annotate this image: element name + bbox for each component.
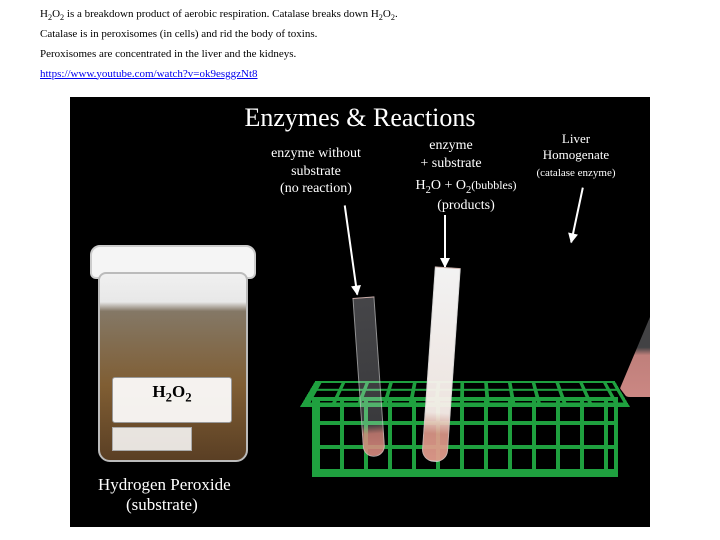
- jar-formula-label: H2O2: [112, 377, 232, 423]
- label-products: H2O + O2(bubbles) (products): [386, 177, 546, 214]
- figure-title: Enzymes & Reactions: [244, 103, 475, 133]
- figure-enzymes-reactions: Enzymes & Reactions enzyme without subst…: [70, 97, 650, 527]
- arrow-icon: [570, 188, 584, 243]
- notes-line-1: H2O2 is a breakdown product of aerobic r…: [40, 6, 680, 24]
- notes-line-3: Peroxisomes are concentrated in the live…: [40, 46, 680, 64]
- youtube-link[interactable]: https://www.youtube.com/watch?v=ok9esggz…: [40, 68, 258, 80]
- flask-body: [620, 287, 650, 397]
- test-tube-rack: [300, 357, 630, 477]
- jar-small-label: [112, 427, 192, 451]
- label-enzyme-without-substrate: enzyme without substrate (no reaction): [246, 145, 386, 198]
- rack-front: [312, 397, 618, 477]
- arrow-icon: [344, 205, 359, 294]
- arrow-icon: [444, 215, 446, 267]
- label-enzyme-plus-substrate: enzyme + substrate: [396, 137, 506, 172]
- notes-line-2: Catalase is in peroxisomes (in cells) an…: [40, 26, 680, 44]
- notes-block: H2O2 is a breakdown product of aerobic r…: [0, 0, 720, 93]
- label-liver-homogenate: Liver Homogenate (catalase enzyme): [516, 131, 636, 180]
- caption-hydrogen-peroxide: Hydrogen Peroxide (substrate): [98, 475, 231, 515]
